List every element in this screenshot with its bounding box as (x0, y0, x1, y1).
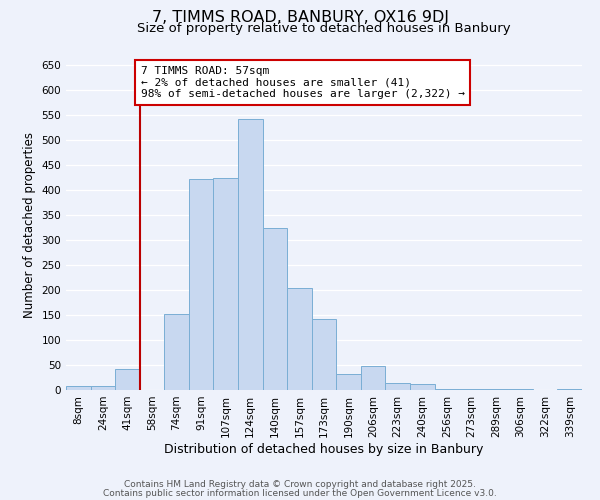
Bar (263, 228, 287, 390)
Bar (66, 386, 91, 390)
Text: Contains public sector information licensed under the Open Government Licence v3: Contains public sector information licen… (103, 488, 497, 498)
Bar (361, 366, 385, 390)
Bar (189, 179, 214, 390)
Bar (336, 374, 361, 390)
Bar (459, 388, 484, 390)
Bar (164, 314, 189, 390)
Bar (91, 386, 115, 390)
Bar (557, 389, 582, 390)
Title: Size of property relative to detached houses in Banbury: Size of property relative to detached ho… (137, 22, 511, 35)
Text: 7, TIMMS ROAD, BANBURY, OX16 9DJ: 7, TIMMS ROAD, BANBURY, OX16 9DJ (151, 10, 449, 25)
Bar (115, 369, 140, 390)
X-axis label: Distribution of detached houses by size in Banbury: Distribution of detached houses by size … (164, 442, 484, 456)
Bar (484, 389, 508, 390)
Bar (385, 382, 410, 390)
Bar (214, 178, 238, 390)
Bar (312, 318, 336, 390)
Bar (410, 384, 434, 390)
Bar (508, 389, 533, 390)
Bar (238, 118, 263, 390)
Text: Contains HM Land Registry data © Crown copyright and database right 2025.: Contains HM Land Registry data © Crown c… (124, 480, 476, 489)
Text: 7 TIMMS ROAD: 57sqm
← 2% of detached houses are smaller (41)
98% of semi-detache: 7 TIMMS ROAD: 57sqm ← 2% of detached hou… (141, 66, 465, 99)
Bar (434, 388, 459, 390)
Bar (287, 288, 312, 390)
Y-axis label: Number of detached properties: Number of detached properties (23, 132, 36, 318)
